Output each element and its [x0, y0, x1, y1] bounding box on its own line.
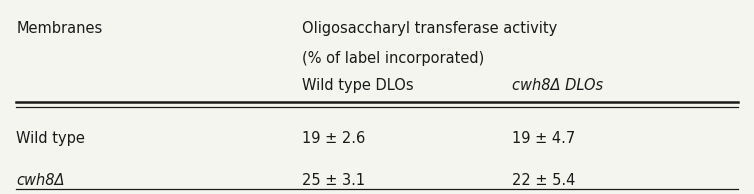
Text: Wild type DLOs: Wild type DLOs — [302, 78, 413, 93]
Text: 19 ± 2.6: 19 ± 2.6 — [302, 131, 365, 146]
Text: cwh8Δ DLOs: cwh8Δ DLOs — [512, 78, 603, 93]
Text: (% of label incorporated): (% of label incorporated) — [302, 51, 484, 66]
Text: 25 ± 3.1: 25 ± 3.1 — [302, 173, 365, 188]
Text: Membranes: Membranes — [17, 21, 103, 36]
Text: 22 ± 5.4: 22 ± 5.4 — [512, 173, 575, 188]
Text: cwh8Δ: cwh8Δ — [17, 173, 65, 188]
Text: Oligosaccharyl transferase activity: Oligosaccharyl transferase activity — [302, 21, 557, 36]
Text: Wild type: Wild type — [17, 131, 85, 146]
Text: 19 ± 4.7: 19 ± 4.7 — [512, 131, 575, 146]
